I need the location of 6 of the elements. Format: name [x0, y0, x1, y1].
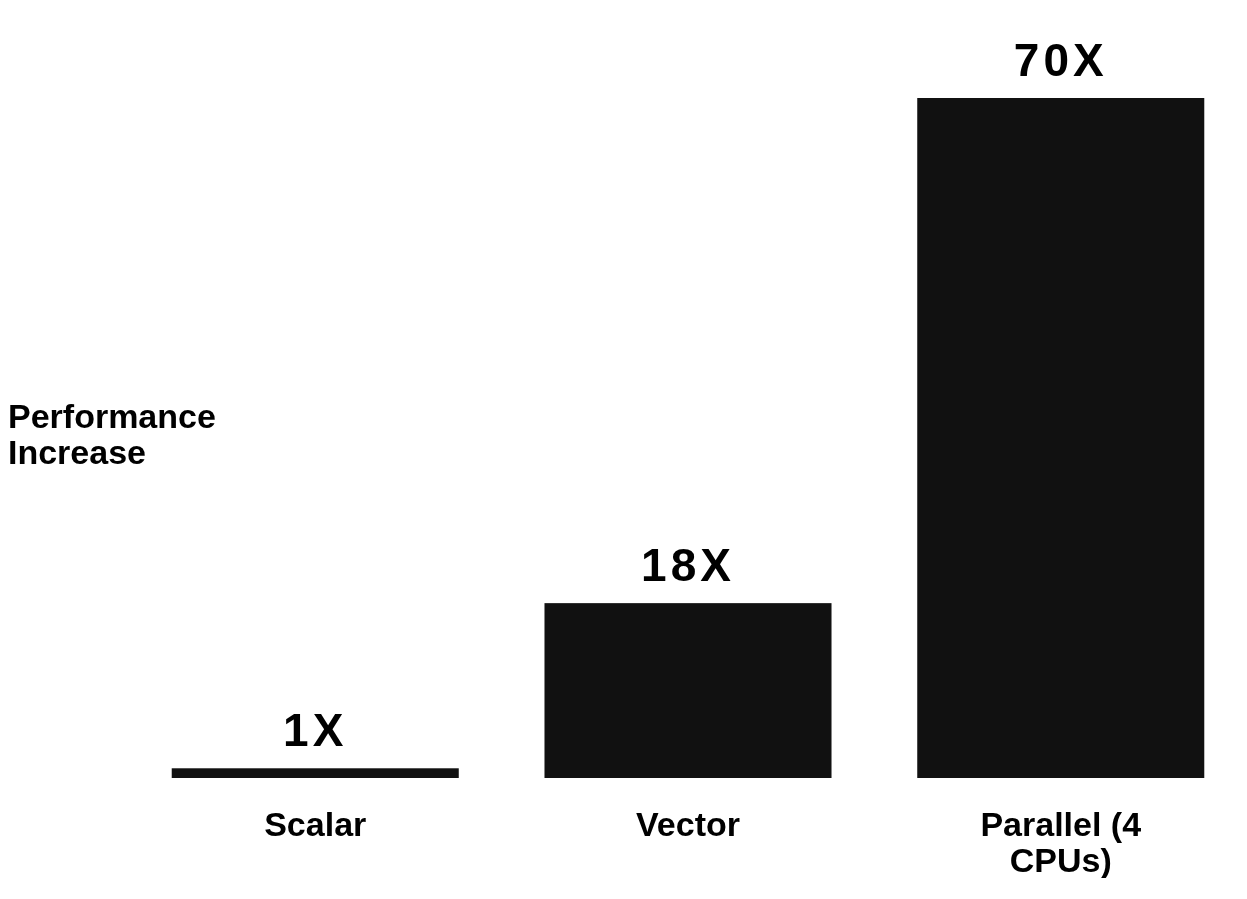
data-label: 1X: [283, 704, 348, 757]
x-tick-label: Scalar: [263, 805, 368, 843]
x-tick-label: Vector: [635, 805, 741, 843]
data-label: 70X: [1013, 34, 1108, 86]
data-label: 18X: [641, 539, 735, 592]
y-axis-title: Performance Increase: [8, 397, 216, 471]
